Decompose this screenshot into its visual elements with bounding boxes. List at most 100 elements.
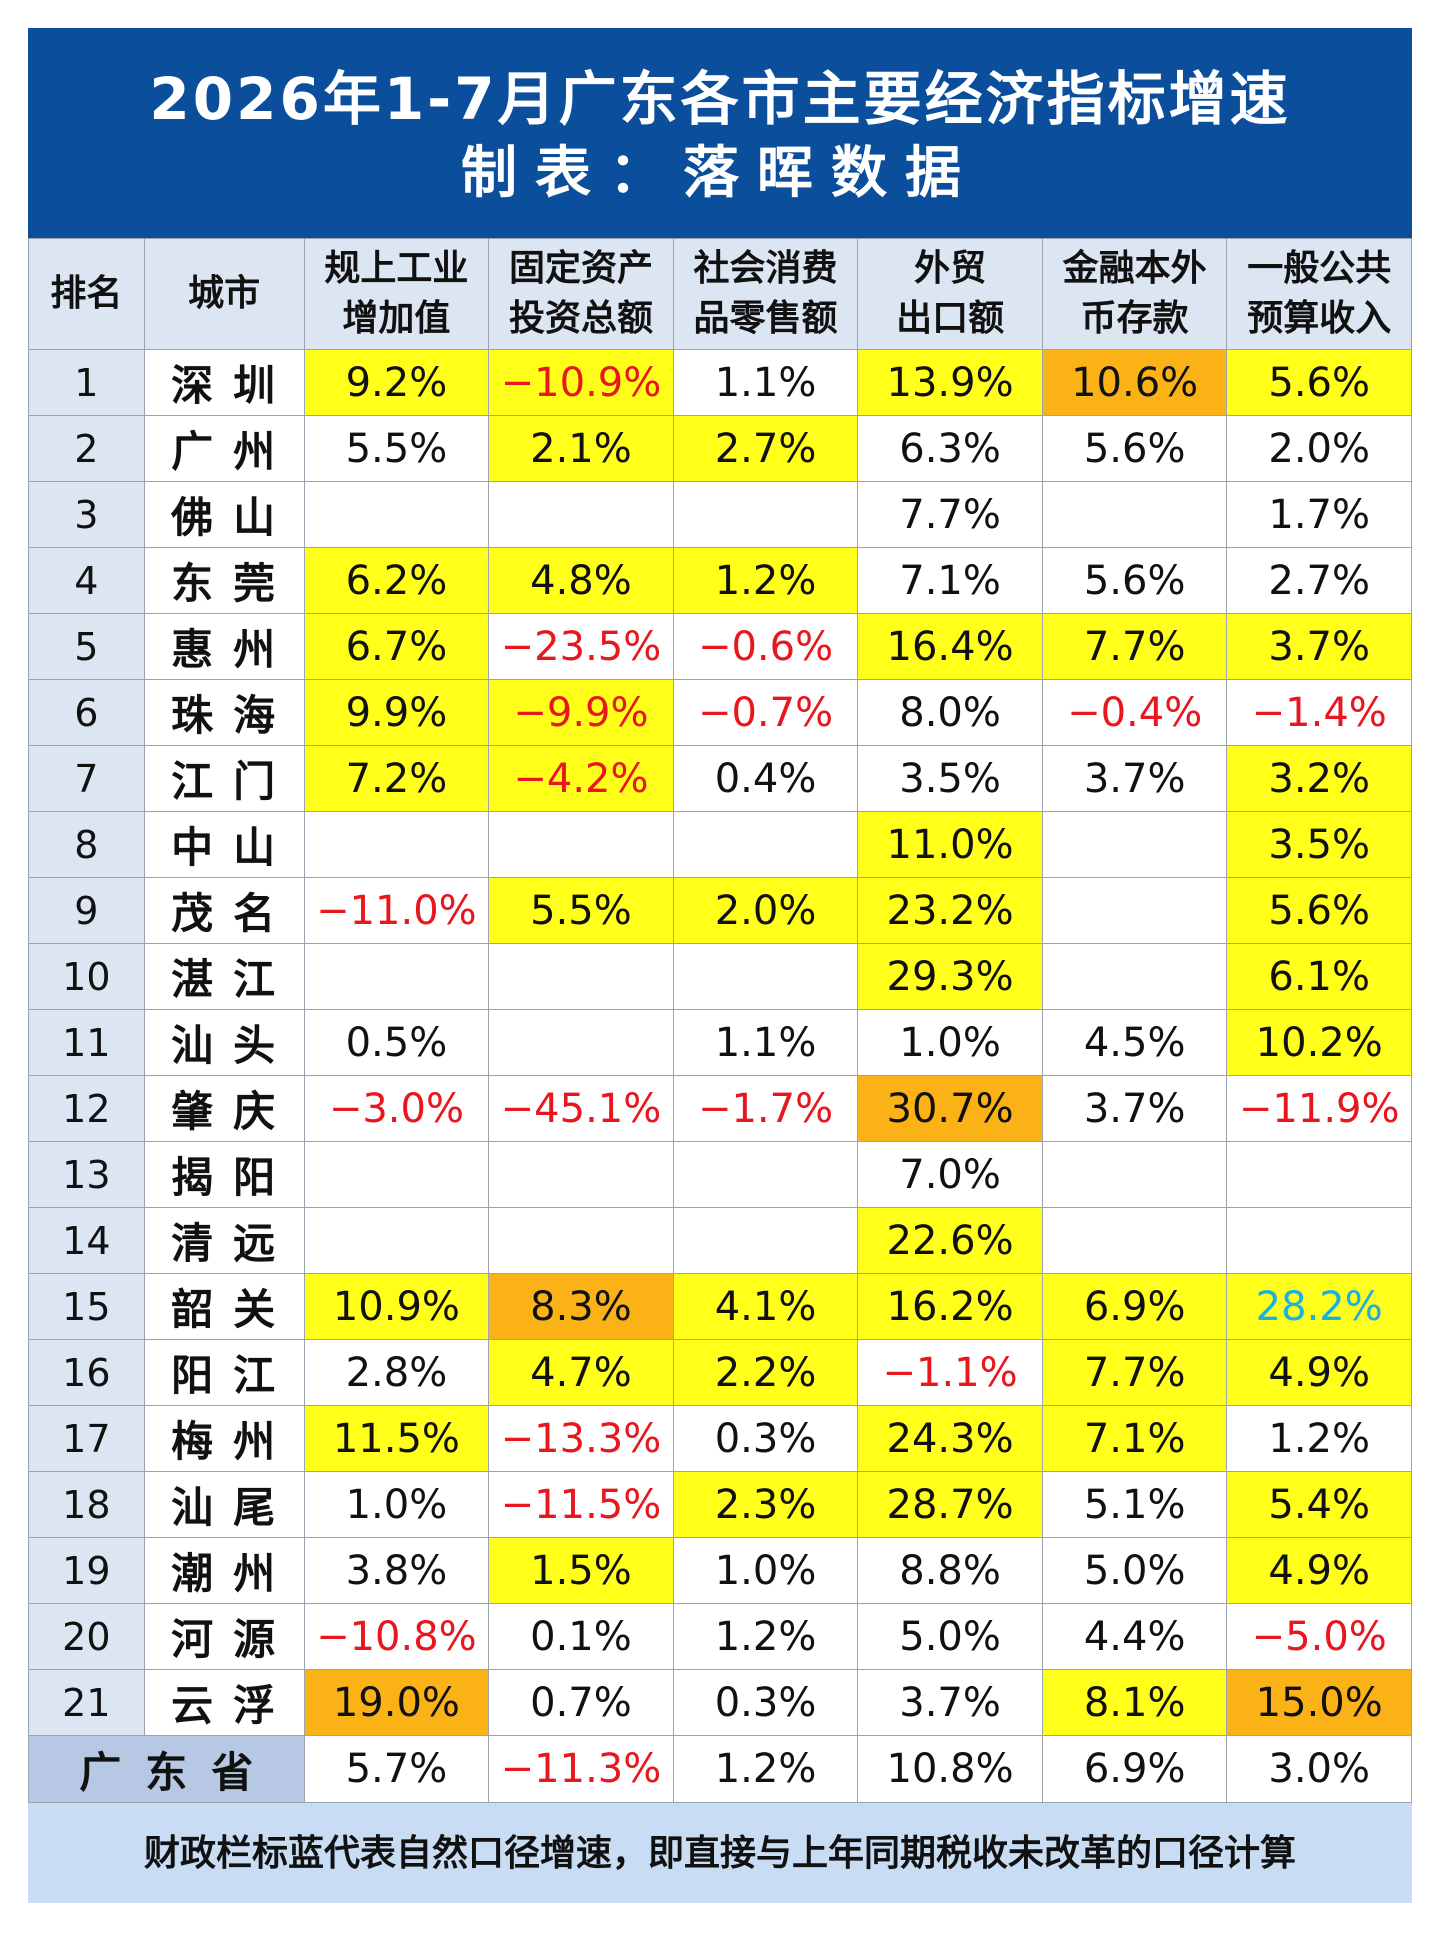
value-cell: 2.7% bbox=[1226, 547, 1412, 614]
value-cell: 7.1% bbox=[857, 547, 1043, 614]
value-cell bbox=[1041, 481, 1228, 548]
value-cell bbox=[1041, 943, 1228, 1010]
value-cell: 2.7% bbox=[672, 415, 859, 482]
value-cell: 6.2% bbox=[303, 547, 490, 614]
table-row: 8 中山 11.0% 3.5% bbox=[28, 811, 1412, 878]
table-row: 7 江门 7.2% −4.2% 0.4% 3.5% 3.7% 3.2% bbox=[28, 745, 1412, 812]
rank-cell: 2 bbox=[28, 415, 145, 482]
city-cell: 湛江 bbox=[143, 943, 305, 1010]
column-header-industry: 规上工业 增加值 bbox=[303, 238, 490, 350]
value-cell: 5.6% bbox=[1226, 349, 1412, 416]
value-cell bbox=[303, 481, 490, 548]
rank-cell: 21 bbox=[28, 1669, 145, 1736]
value-cell: 1.2% bbox=[672, 547, 859, 614]
value-cell: 10.9% bbox=[303, 1273, 490, 1340]
value-cell: 1.2% bbox=[672, 1603, 859, 1670]
city-cell: 深圳 bbox=[143, 349, 305, 416]
city-cell: 汕头 bbox=[143, 1009, 305, 1076]
value-cell bbox=[672, 811, 859, 878]
footnote: 财政栏标蓝代表自然口径增速，即直接与上年同期税收未改革的口径计算 bbox=[28, 1803, 1412, 1903]
value-cell: −10.8% bbox=[303, 1603, 490, 1670]
value-cell: −0.4% bbox=[1041, 679, 1228, 746]
value-cell: −11.3% bbox=[488, 1735, 674, 1803]
value-cell: 3.7% bbox=[857, 1669, 1043, 1736]
table-row: 9 茂名 −11.0% 5.5% 2.0% 23.2% 5.6% bbox=[28, 877, 1412, 944]
value-cell bbox=[488, 481, 674, 548]
column-header-rank: 排名 bbox=[28, 238, 145, 350]
value-cell: −0.7% bbox=[672, 679, 859, 746]
rank-cell: 6 bbox=[28, 679, 145, 746]
value-cell: 7.7% bbox=[1041, 613, 1228, 680]
table-row: 19 潮州 3.8% 1.5% 1.0% 8.8% 5.0% 4.9% bbox=[28, 1537, 1412, 1604]
value-cell: 1.0% bbox=[303, 1471, 490, 1538]
title-banner: 2026年1-7月广东各市主要经济指标增速 制表：落晖数据 bbox=[28, 28, 1412, 238]
table-row: 15 韶关 10.9% 8.3% 4.1% 16.2% 6.9% 28.2% bbox=[28, 1273, 1412, 1340]
value-cell: 1.0% bbox=[857, 1009, 1043, 1076]
table-row: 10 湛江 29.3% 6.1% bbox=[28, 943, 1412, 1010]
value-cell: 7.2% bbox=[303, 745, 490, 812]
value-cell: −1.1% bbox=[857, 1339, 1043, 1406]
rank-cell: 19 bbox=[28, 1537, 145, 1604]
column-header-line: 品零售额 bbox=[693, 298, 838, 339]
value-cell bbox=[488, 811, 674, 878]
column-header-investment: 固定资产 投资总额 bbox=[488, 238, 674, 350]
table-row: 5 惠州 6.7% −23.5% −0.6% 16.4% 7.7% 3.7% bbox=[28, 613, 1412, 680]
value-cell bbox=[303, 811, 490, 878]
rank-cell: 15 bbox=[28, 1273, 145, 1340]
table-row: 14 清远 22.6% bbox=[28, 1207, 1412, 1274]
value-cell: 5.6% bbox=[1041, 415, 1228, 482]
column-header-deposit: 金融本外 币存款 bbox=[1041, 238, 1228, 350]
value-cell: −11.0% bbox=[303, 877, 490, 944]
city-cell: 惠州 bbox=[143, 613, 305, 680]
rank-cell: 4 bbox=[28, 547, 145, 614]
value-cell: 5.4% bbox=[1226, 1471, 1412, 1538]
value-cell bbox=[488, 943, 674, 1010]
province-label: 广东省 bbox=[28, 1735, 305, 1803]
value-cell bbox=[488, 1141, 674, 1208]
value-cell: 5.7% bbox=[303, 1735, 490, 1803]
value-cell: 3.7% bbox=[1226, 613, 1412, 680]
value-cell: 5.6% bbox=[1041, 547, 1228, 614]
value-cell: 6.7% bbox=[303, 613, 490, 680]
table-row: 13 揭阳 7.0% bbox=[28, 1141, 1412, 1208]
rank-cell: 16 bbox=[28, 1339, 145, 1406]
value-cell bbox=[672, 1141, 859, 1208]
value-cell: 3.7% bbox=[1041, 745, 1228, 812]
table-row: 18 汕尾 1.0% −11.5% 2.3% 28.7% 5.1% 5.4% bbox=[28, 1471, 1412, 1538]
rank-cell: 1 bbox=[28, 349, 145, 416]
rank-cell: 9 bbox=[28, 877, 145, 944]
value-cell: 3.0% bbox=[1226, 1735, 1412, 1803]
table-row: 16 阳江 2.8% 4.7% 2.2% −1.1% 7.7% 4.9% bbox=[28, 1339, 1412, 1406]
value-cell: −10.9% bbox=[488, 349, 674, 416]
city-cell: 河源 bbox=[143, 1603, 305, 1670]
value-cell: 22.6% bbox=[857, 1207, 1043, 1274]
city-cell: 珠海 bbox=[143, 679, 305, 746]
value-cell bbox=[1041, 811, 1228, 878]
column-header-line: 一般公共 bbox=[1247, 248, 1392, 289]
value-cell: 5.6% bbox=[1226, 877, 1412, 944]
column-header-line: 外贸 bbox=[914, 248, 987, 289]
value-cell bbox=[303, 1141, 490, 1208]
value-cell: 9.9% bbox=[303, 679, 490, 746]
value-cell: 4.5% bbox=[1041, 1009, 1228, 1076]
value-cell: −1.7% bbox=[672, 1075, 859, 1142]
value-cell: 1.5% bbox=[488, 1537, 674, 1604]
value-cell: 11.5% bbox=[303, 1405, 490, 1472]
value-cell bbox=[488, 1009, 674, 1076]
page-title: 2026年1-7月广东各市主要经济指标增速 bbox=[149, 65, 1291, 133]
value-cell: 1.2% bbox=[672, 1735, 859, 1803]
value-cell: 8.1% bbox=[1041, 1669, 1228, 1736]
value-cell: 0.3% bbox=[672, 1405, 859, 1472]
value-cell bbox=[1226, 1141, 1412, 1208]
value-cell: 9.2% bbox=[303, 349, 490, 416]
value-cell: 0.5% bbox=[303, 1009, 490, 1076]
column-header-line: 增加值 bbox=[342, 298, 451, 339]
value-cell: −13.3% bbox=[488, 1405, 674, 1472]
table-row: 4 东莞 6.2% 4.8% 1.2% 7.1% 5.6% 2.7% bbox=[28, 547, 1412, 614]
table-row: 21 云浮 19.0% 0.7% 0.3% 3.7% 8.1% 15.0% bbox=[28, 1669, 1412, 1736]
value-cell: 6.1% bbox=[1226, 943, 1412, 1010]
value-cell: 7.7% bbox=[857, 481, 1043, 548]
column-header-line: 城市 bbox=[188, 273, 261, 314]
value-cell: 0.3% bbox=[672, 1669, 859, 1736]
value-cell: 4.1% bbox=[672, 1273, 859, 1340]
